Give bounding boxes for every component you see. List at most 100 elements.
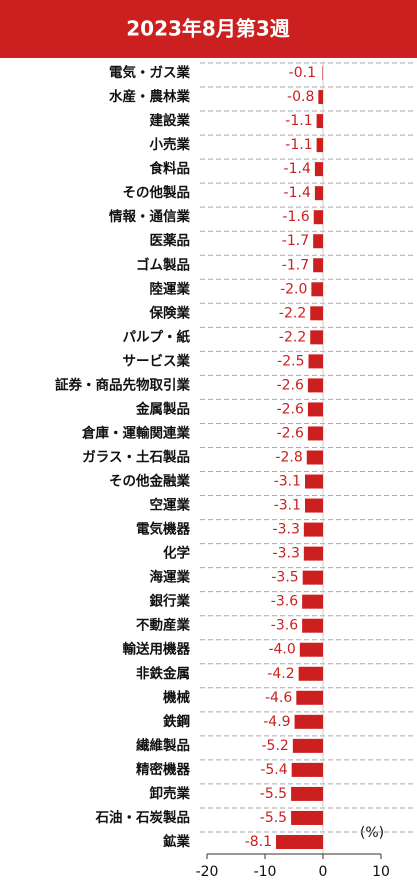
category-label: その他金融業 [109,473,190,490]
category-label: 金属製品 [135,400,190,417]
bar [308,354,323,369]
bar [310,330,323,345]
category-label: 精密機器 [136,761,190,778]
category-label: 情報・通信業 [109,208,190,225]
category-label: 電気機器 [136,521,190,538]
value-label: -4.9 [263,714,290,730]
value-label: -5.2 [262,738,289,754]
category-label: 卸売業 [150,785,191,802]
category-label: 輸送用機器 [123,641,191,658]
value-label: -3.1 [274,498,301,514]
bar [291,762,323,777]
category-label: 銀行業 [150,593,191,610]
bar [306,450,323,465]
bar [307,402,323,417]
bar [291,810,323,825]
bar [303,546,323,561]
bar [313,258,323,273]
category-label: 鉱業 [163,833,190,850]
bar [316,138,323,153]
bar [298,666,323,681]
category-label: 石油・石炭製品 [95,809,191,826]
value-label: -5.5 [260,810,287,826]
bar [299,642,323,657]
category-label: その他製品 [123,184,191,201]
title-banner [0,0,417,58]
bar [302,618,323,633]
value-label: -3.3 [273,546,300,562]
value-label: -1.6 [282,209,309,225]
category-label: ガラス・土石製品 [82,449,190,466]
value-label: -3.6 [271,618,298,634]
category-label: 化学 [163,545,190,562]
value-label: -5.5 [260,786,287,802]
category-label: 保険業 [149,304,191,321]
bar [292,738,323,753]
value-label: -4.6 [265,690,292,706]
bar [314,162,323,177]
bar [305,474,323,489]
value-label: -0.1 [289,65,316,81]
value-label: -2.6 [277,377,304,393]
value-label: -4.2 [267,666,294,682]
value-label: -2.8 [275,450,302,466]
unit-label: (%) [360,825,384,841]
category-label: 空運業 [150,497,191,514]
bar [316,114,323,129]
value-label: -2.6 [277,401,304,417]
x-tick-label: 0 [319,864,328,880]
value-label: -0.8 [287,89,314,105]
bar [276,834,323,849]
category-label: 陸運業 [150,280,191,297]
bar [296,690,323,705]
bar [318,90,323,105]
bar [302,594,323,609]
category-label: 機械 [163,689,190,706]
bar [303,522,323,537]
category-label: 水産・農林業 [109,88,190,105]
bar [311,282,323,297]
bar [313,234,323,249]
bar [313,210,323,225]
value-label: -8.1 [245,834,272,850]
bar [322,66,323,81]
category-label: 不動産業 [136,617,190,634]
x-tick-label: -10 [254,864,277,880]
value-label: -1.7 [282,233,309,249]
bar [294,714,323,729]
value-label: -2.5 [277,353,304,369]
category-label: 食料品 [150,160,191,177]
bar [314,186,323,201]
value-label: -3.6 [271,594,298,610]
category-label: 繊維製品 [136,737,190,754]
category-label: 建設業 [149,112,191,129]
bar [307,426,323,441]
value-label: -1.1 [285,137,312,153]
value-label: -3.5 [271,570,298,586]
category-label: ゴム製品 [136,256,190,273]
category-label: パルプ・紙 [123,328,191,345]
chart-title: 2023年8月第3週 [126,17,290,41]
x-tick-label: 10 [372,864,390,880]
category-label: 証券・商品先物取引業 [55,376,190,393]
category-label: 非鉄金属 [136,665,190,682]
bar [291,786,323,801]
value-label: -2.6 [277,425,304,441]
x-tick-label: -20 [196,864,219,880]
value-label: -2.2 [279,329,306,345]
value-label: -1.4 [284,185,311,201]
value-label: -5.4 [260,762,287,778]
bar [310,306,323,321]
value-label: -2.2 [279,305,306,321]
bar [305,498,323,513]
category-label: 鉄鋼 [163,713,190,730]
value-label: -1.1 [285,113,312,129]
category-label: 倉庫・運輸関連業 [81,424,190,441]
value-label: -3.3 [273,522,300,538]
category-label: 小売業 [150,136,191,153]
bar [307,378,323,393]
value-label: -1.7 [282,257,309,273]
category-label: 海運業 [150,569,191,586]
value-label: -3.1 [274,474,301,490]
